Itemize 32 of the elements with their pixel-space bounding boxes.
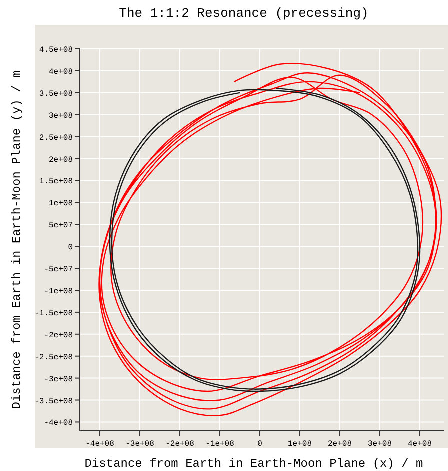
y-tick-label: -2e+08 [44, 331, 74, 340]
chart-title: The 1:1:2 Resonance (precessing) [119, 6, 369, 21]
x-tick-label: -3e+08 [126, 440, 155, 449]
y-tick-label: 3.5e+08 [39, 90, 74, 99]
y-tick-label: -4e+08 [44, 419, 74, 428]
x-tick-label: 0 [258, 440, 263, 449]
y-tick-label: 1e+08 [48, 200, 74, 209]
line-series [98, 63, 441, 416]
line-series [109, 88, 421, 392]
y-tick-label: 4e+08 [48, 68, 74, 77]
y-tick-label: -1.5e+08 [34, 309, 74, 318]
x-tick-label: 3e+08 [368, 440, 392, 449]
y-tick-label: 5e+07 [48, 222, 74, 231]
y-tick-label: 3e+08 [48, 112, 74, 121]
x-tick-label: -2e+08 [166, 440, 195, 449]
y-tick-label: -2.5e+08 [34, 353, 74, 362]
y-tick-label: -5e+07 [44, 266, 74, 275]
x-axis-title: Distance from Earth in Earth-Moon Plane (x) / m [84, 457, 424, 471]
y-tick-label: -3.5e+08 [34, 397, 74, 406]
y-tick-label: 2e+08 [48, 156, 74, 165]
y-tick-label: -1e+08 [44, 287, 74, 296]
y-tick-label: 0 [68, 244, 74, 253]
x-tick-label: -1e+08 [206, 440, 235, 449]
y-tick-label: -3e+08 [44, 375, 74, 384]
x-tick-label: 2e+08 [328, 440, 352, 449]
x-tick-label: -4e+08 [86, 440, 115, 449]
x-tick-label: 1e+08 [288, 440, 312, 449]
y-tick-label: 4.5e+08 [39, 46, 74, 55]
y-axis-title: Distance from Earth in Earth-Moon Plane (y) / m [10, 70, 24, 410]
x-tick-label: 4e+08 [408, 440, 432, 449]
y-tick-label: 2.5e+08 [39, 134, 74, 143]
y-tick-label: 1.5e+08 [39, 178, 74, 187]
